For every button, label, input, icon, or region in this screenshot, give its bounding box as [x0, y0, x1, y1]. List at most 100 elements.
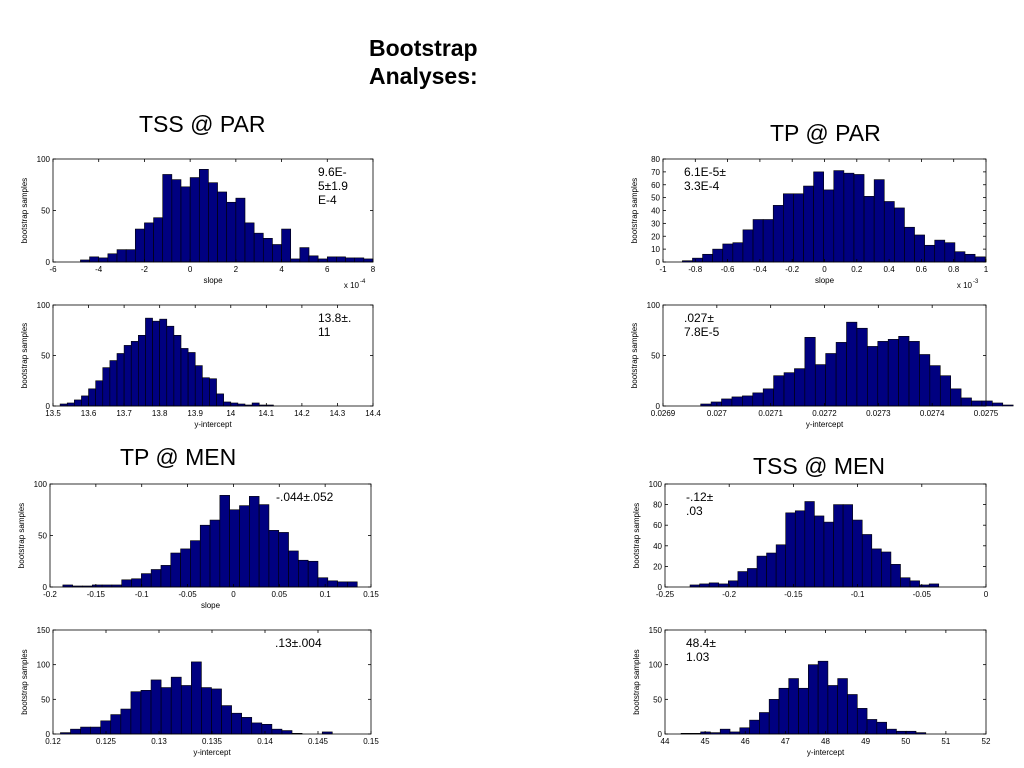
y-tick-label: 50: [651, 352, 660, 361]
histogram-bar: [778, 687, 790, 735]
y-axis-label: bootstrap samples: [20, 649, 29, 714]
histogram-bar: [905, 730, 917, 735]
histogram-bar: [837, 678, 848, 735]
histogram-bar: [817, 660, 829, 735]
x-tick-label: -0.2: [785, 265, 799, 274]
histogram-bar: [251, 402, 260, 407]
axes-frame: [664, 483, 987, 588]
histogram-bar: [229, 509, 240, 588]
y-tick-label: 0: [46, 402, 51, 411]
y-tick-label: 100: [37, 155, 51, 164]
histogram-bar: [813, 171, 824, 263]
histogram-bar: [719, 728, 731, 735]
histogram-bar: [798, 687, 809, 735]
histogram-bar: [971, 400, 983, 407]
histogram-bar: [853, 174, 865, 263]
x-tick-label: 14.4: [365, 409, 381, 418]
x-tick-label: 0.14: [257, 737, 273, 746]
histogram-bar: [109, 360, 118, 407]
histogram-bar: [88, 388, 96, 407]
histogram-bar: [873, 179, 885, 263]
x-tick-label: 14.2: [294, 409, 310, 418]
histogram-bar: [773, 375, 785, 407]
histogram-bar: [211, 688, 222, 735]
histogram-bar: [804, 501, 815, 588]
x-tick-label: 0: [231, 590, 236, 599]
histogram-bar: [251, 722, 263, 735]
stat-annotation: 1.03: [686, 650, 710, 664]
histogram-tp-par-intercept: 0.0269 0.027 0.0271 0.0272 0.0273 0.0274 0.027…: [630, 301, 1014, 429]
histogram-bar: [202, 377, 210, 407]
histogram-bar: [89, 256, 100, 263]
histogram-bar: [150, 679, 162, 735]
histogram-bar: [221, 705, 232, 735]
histogram-bar: [833, 504, 844, 588]
stat-annotation: -.12±: [686, 490, 714, 504]
y-tick-label: 40: [653, 542, 662, 551]
histogram-bar: [253, 232, 264, 263]
x-tick-label: -0.6: [721, 265, 735, 274]
y-tick-label: 0: [46, 258, 51, 267]
histogram-bar: [867, 346, 879, 407]
histogram-bar: [847, 694, 858, 735]
y-tick-label: 40: [651, 207, 660, 216]
y-tick-label: 80: [651, 155, 660, 164]
title-line-2: Analyses:: [369, 63, 478, 89]
histogram-bar: [881, 551, 892, 588]
histogram-bar: [102, 367, 111, 407]
histogram-bar: [756, 555, 767, 588]
y-tick-label: 100: [37, 301, 51, 310]
x-tick-label: 52: [982, 737, 991, 746]
y-tick-label: 0: [658, 730, 663, 739]
x-tick-label: 0.8: [948, 265, 960, 274]
x-tick-label: 0: [822, 265, 827, 274]
histogram-bar: [235, 197, 246, 263]
histogram-bar: [852, 519, 863, 588]
histogram-bar: [107, 253, 118, 263]
y-tick-label: 150: [649, 626, 663, 635]
x-tick-label: -0.2: [722, 590, 736, 599]
x-tick-label: -0.1: [135, 590, 149, 599]
histogram-bar: [876, 721, 887, 735]
axis-exponent-power: -4: [360, 279, 366, 285]
histogram-bar: [272, 244, 282, 263]
stat-annotation: 3.3E-4: [684, 179, 720, 193]
histogram-bar: [708, 582, 720, 588]
histogram-bar: [909, 580, 920, 588]
histogram-bar: [954, 251, 966, 263]
x-tick-label: 0.0271: [758, 409, 783, 418]
axis-exponent: x 10: [957, 281, 973, 290]
histogram-bar: [896, 730, 907, 735]
histogram-bar: [288, 550, 299, 588]
x-tick-label: 13.8: [152, 409, 168, 418]
histogram-bar: [191, 661, 202, 735]
histogram-bar: [278, 532, 289, 588]
histogram-bar: [230, 402, 239, 407]
histogram-bar: [728, 580, 739, 588]
histogram-bar: [74, 399, 82, 407]
histogram-bar: [759, 712, 770, 735]
histogram-bar: [960, 397, 972, 407]
histogram-bar: [219, 495, 230, 588]
section-label-tss-par: TSS @ PAR: [139, 111, 266, 137]
histogram-bar: [823, 521, 834, 588]
histogram-tp-men-slope: -0.2 -0.15 -0.1 -0.05 0 0.05 0.1 0.15 0 50 100 boot…: [17, 480, 379, 610]
histogram-bar: [856, 708, 868, 735]
histogram-bar: [762, 219, 774, 263]
histogram-bar: [130, 691, 142, 735]
histogram-bar: [914, 234, 925, 263]
x-tick-label: -6: [49, 265, 57, 274]
histogram-bar: [271, 728, 283, 735]
histogram-bar: [90, 726, 101, 735]
histogram-bar: [208, 182, 218, 263]
x-tick-label: 13.7: [116, 409, 132, 418]
y-tick-label: 0: [46, 730, 51, 739]
stat-annotation: 5±1.9: [318, 179, 348, 193]
stat-annotation: 48.4±: [686, 636, 716, 650]
histogram-bar: [814, 515, 825, 588]
x-tick-label: 13.9: [187, 409, 203, 418]
y-tick-label: 0: [658, 583, 663, 592]
histogram-bar: [752, 392, 764, 407]
x-axis-label: y-intercept: [193, 748, 231, 757]
y-tick-label: 50: [651, 194, 660, 203]
